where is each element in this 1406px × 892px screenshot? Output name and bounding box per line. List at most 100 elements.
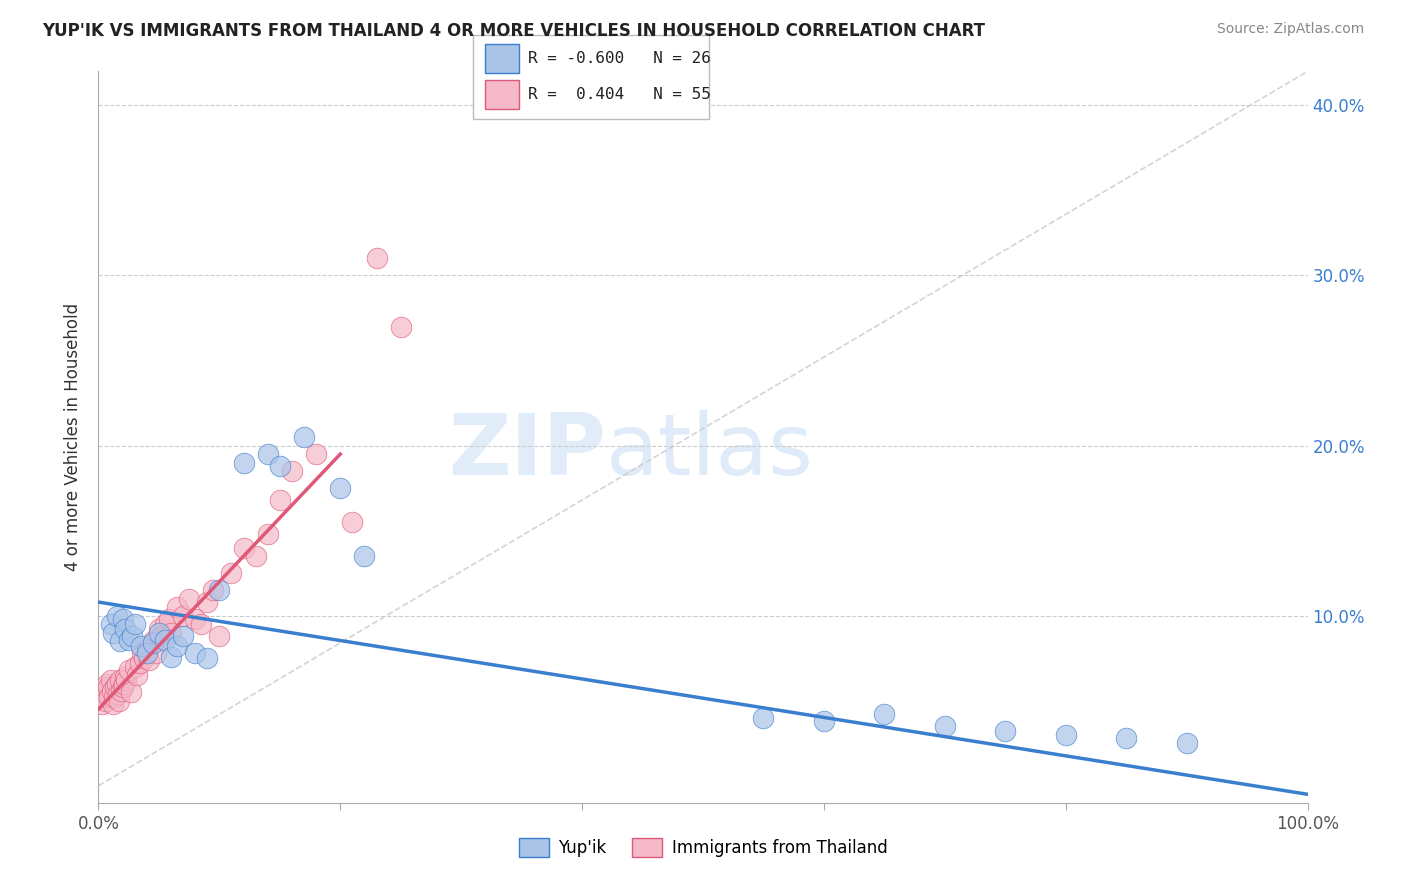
Point: [1054, 728, 1077, 742]
Point: [208, 629, 231, 643]
Point: [1175, 736, 1198, 750]
Point: [101, 625, 124, 640]
Point: [873, 707, 896, 722]
Point: [160, 625, 183, 640]
Point: [179, 591, 201, 606]
Point: [145, 646, 167, 660]
Point: [108, 634, 131, 648]
Point: [124, 659, 146, 673]
Point: [281, 464, 304, 478]
Point: [245, 549, 267, 563]
Point: [269, 493, 291, 508]
Point: [142, 636, 165, 650]
Point: [121, 629, 143, 643]
Point: [107, 687, 129, 701]
Point: [157, 612, 180, 626]
Point: [118, 632, 141, 647]
Point: [111, 612, 134, 626]
Point: [153, 632, 176, 647]
Point: [166, 640, 188, 654]
Text: Source: ZipAtlas.com: Source: ZipAtlas.com: [1216, 22, 1364, 37]
Point: [138, 653, 160, 667]
Point: [97, 680, 120, 694]
Point: [195, 651, 218, 665]
Point: [105, 677, 128, 691]
Y-axis label: 4 or more Vehicles in Household: 4 or more Vehicles in Household: [65, 303, 83, 571]
Point: [111, 680, 134, 694]
Point: [118, 663, 141, 677]
Legend: Yup'ik, Immigrants from Thailand: Yup'ik, Immigrants from Thailand: [512, 831, 894, 864]
Point: [104, 680, 127, 694]
Point: [190, 617, 212, 632]
Point: [148, 622, 170, 636]
Point: [256, 527, 278, 541]
Point: [184, 612, 207, 626]
Point: [153, 617, 176, 632]
Point: [120, 685, 142, 699]
Point: [752, 711, 775, 725]
Point: [100, 683, 122, 698]
Point: [100, 617, 122, 632]
Text: ZIP: ZIP: [449, 410, 606, 493]
Point: [96, 677, 118, 691]
Point: [813, 714, 835, 728]
Point: [114, 622, 136, 636]
Point: [134, 651, 156, 665]
Point: [292, 430, 315, 444]
Point: [221, 566, 243, 581]
Point: [112, 677, 135, 691]
Point: [305, 447, 328, 461]
Bar: [485, 44, 519, 73]
Point: [110, 683, 132, 698]
Point: [129, 640, 152, 654]
Point: [172, 608, 194, 623]
Point: [114, 670, 136, 684]
Text: R = -0.600   N = 26: R = -0.600 N = 26: [527, 51, 710, 66]
Point: [128, 657, 150, 671]
Text: atlas: atlas: [606, 410, 814, 493]
Point: [166, 600, 188, 615]
Point: [184, 646, 207, 660]
Point: [91, 697, 114, 711]
Point: [115, 673, 138, 688]
Point: [269, 458, 291, 473]
Point: [208, 583, 231, 598]
Point: [353, 549, 375, 563]
Point: [108, 694, 131, 708]
Point: [934, 719, 956, 733]
Point: [195, 595, 218, 609]
Point: [91, 690, 114, 705]
Point: [232, 541, 254, 555]
Point: [150, 629, 173, 643]
Point: [127, 668, 149, 682]
Point: [994, 724, 1017, 739]
Point: [135, 642, 157, 657]
Point: [124, 617, 146, 632]
Point: [142, 634, 165, 648]
Point: [98, 690, 121, 705]
Point: [172, 629, 194, 643]
Point: [342, 515, 364, 529]
Point: [256, 447, 278, 461]
Point: [202, 583, 225, 598]
Point: [101, 697, 124, 711]
Point: [103, 690, 125, 705]
Text: R =  0.404   N = 55: R = 0.404 N = 55: [527, 87, 710, 103]
Point: [94, 694, 117, 708]
Point: [100, 673, 122, 688]
Point: [389, 319, 412, 334]
Point: [148, 625, 170, 640]
Point: [108, 673, 131, 688]
Point: [366, 252, 388, 266]
Point: [1115, 731, 1137, 746]
Point: [93, 685, 115, 699]
Point: [131, 646, 153, 660]
Point: [160, 649, 183, 664]
FancyBboxPatch shape: [474, 35, 709, 119]
Point: [329, 481, 352, 495]
Point: [232, 456, 254, 470]
Bar: [485, 80, 519, 110]
Point: [105, 608, 128, 623]
Text: YUP'IK VS IMMIGRANTS FROM THAILAND 4 OR MORE VEHICLES IN HOUSEHOLD CORRELATION C: YUP'IK VS IMMIGRANTS FROM THAILAND 4 OR …: [42, 22, 986, 40]
Point: [135, 646, 157, 660]
